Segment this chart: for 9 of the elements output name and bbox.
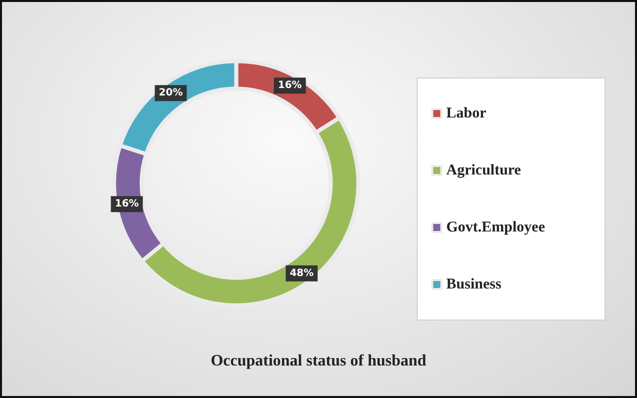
legend-label: Business [446,276,502,292]
legend-label: Labor [446,106,487,122]
text: Occupational status of husband [210,352,426,370]
data-label: 16% [278,80,302,92]
data-label: 48% [290,268,314,279]
data-label: 20% [158,88,183,99]
data-label: 16% [114,198,139,210]
legend-label: Govt.Employee [446,220,546,236]
legend-label: Agriculture [446,162,522,178]
